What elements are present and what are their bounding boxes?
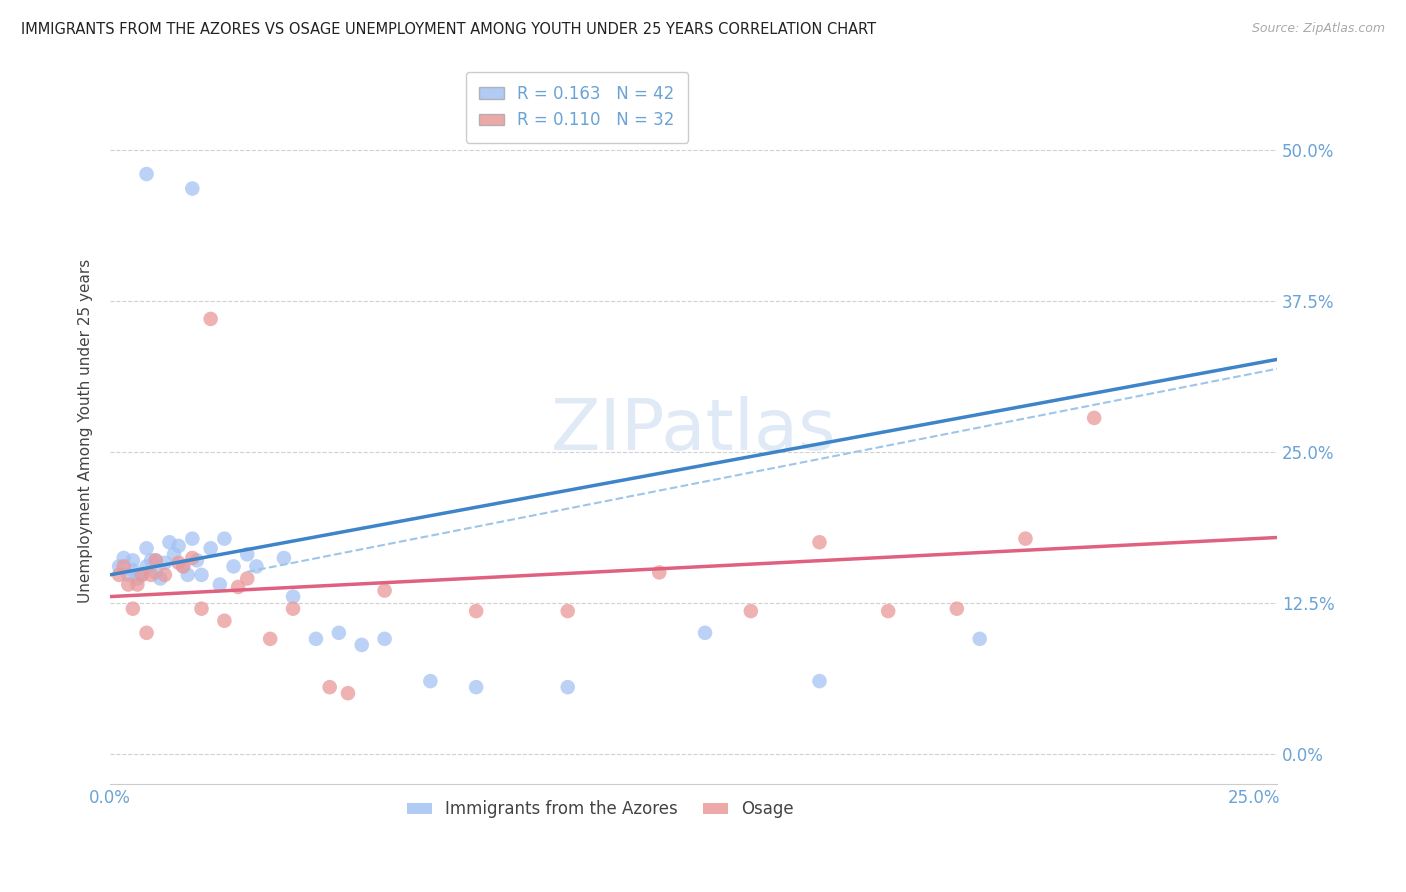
- Point: [121, 553, 143, 567]
- Point: [281, 590, 304, 604]
- Point: [305, 632, 328, 646]
- Point: [135, 167, 157, 181]
- Point: [808, 674, 831, 689]
- Point: [181, 551, 204, 566]
- Point: [186, 553, 208, 567]
- Point: [153, 556, 176, 570]
- Point: [172, 559, 194, 574]
- Point: [135, 559, 157, 574]
- Point: [163, 547, 186, 561]
- Point: [167, 556, 190, 570]
- Point: [1014, 532, 1036, 546]
- Point: [808, 535, 831, 549]
- Point: [557, 604, 579, 618]
- Point: [648, 566, 671, 580]
- Point: [740, 604, 762, 618]
- Point: [222, 559, 245, 574]
- Point: [208, 577, 231, 591]
- Point: [946, 601, 969, 615]
- Point: [127, 572, 149, 586]
- Point: [465, 680, 488, 694]
- Point: [139, 553, 162, 567]
- Point: [281, 601, 304, 615]
- Point: [419, 674, 441, 689]
- Point: [117, 577, 139, 591]
- Point: [374, 583, 396, 598]
- Point: [465, 604, 488, 618]
- Point: [181, 181, 204, 195]
- Point: [877, 604, 900, 618]
- Point: [969, 632, 991, 646]
- Point: [200, 541, 222, 556]
- Text: IMMIGRANTS FROM THE AZORES VS OSAGE UNEMPLOYMENT AMONG YOUTH UNDER 25 YEARS CORR: IMMIGRANTS FROM THE AZORES VS OSAGE UNEM…: [21, 22, 876, 37]
- Point: [145, 553, 167, 567]
- Point: [145, 553, 167, 567]
- Point: [190, 567, 212, 582]
- Point: [693, 625, 716, 640]
- Point: [139, 567, 162, 582]
- Point: [181, 532, 204, 546]
- Point: [214, 614, 236, 628]
- Point: [1083, 411, 1105, 425]
- Point: [108, 559, 131, 574]
- Point: [112, 551, 135, 566]
- Point: [245, 559, 267, 574]
- Point: [159, 535, 181, 549]
- Point: [149, 572, 172, 586]
- Point: [131, 567, 153, 582]
- Point: [328, 625, 350, 640]
- Point: [236, 572, 259, 586]
- Point: [145, 566, 167, 580]
- Point: [172, 559, 194, 574]
- Y-axis label: Unemployment Among Youth under 25 years: Unemployment Among Youth under 25 years: [79, 259, 93, 603]
- Point: [121, 563, 143, 577]
- Point: [153, 567, 176, 582]
- Point: [135, 541, 157, 556]
- Point: [108, 567, 131, 582]
- Point: [557, 680, 579, 694]
- Point: [131, 567, 153, 582]
- Text: ZIPatlas: ZIPatlas: [551, 396, 837, 465]
- Point: [374, 632, 396, 646]
- Point: [127, 577, 149, 591]
- Point: [236, 547, 259, 561]
- Point: [259, 632, 281, 646]
- Point: [112, 559, 135, 574]
- Point: [135, 625, 157, 640]
- Point: [214, 532, 236, 546]
- Point: [350, 638, 373, 652]
- Point: [273, 551, 295, 566]
- Text: Source: ZipAtlas.com: Source: ZipAtlas.com: [1251, 22, 1385, 36]
- Point: [117, 567, 139, 582]
- Point: [200, 312, 222, 326]
- Legend: Immigrants from the Azores, Osage: Immigrants from the Azores, Osage: [401, 794, 800, 825]
- Point: [177, 567, 200, 582]
- Point: [318, 680, 340, 694]
- Point: [167, 539, 190, 553]
- Point: [121, 601, 143, 615]
- Point: [190, 601, 212, 615]
- Point: [226, 580, 249, 594]
- Point: [336, 686, 359, 700]
